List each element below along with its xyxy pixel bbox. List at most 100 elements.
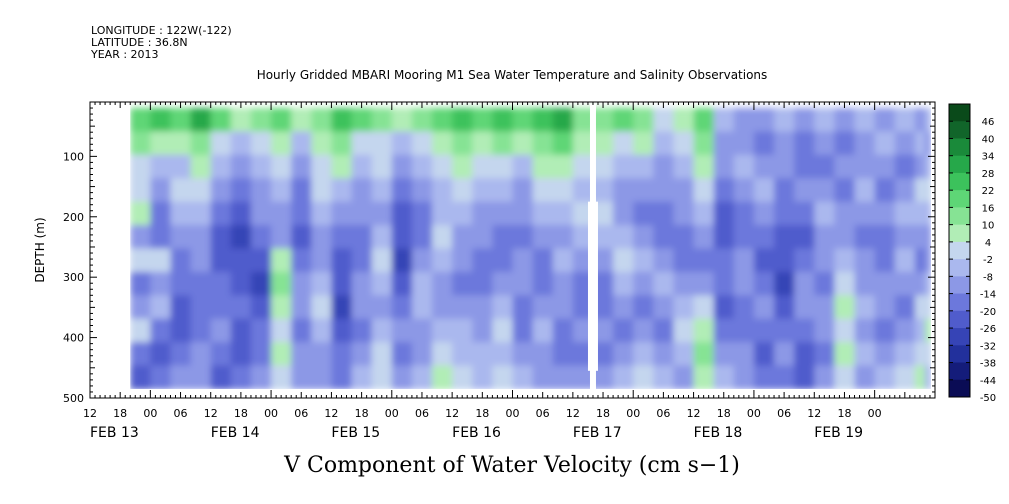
x-date-label: FEB 18	[694, 425, 743, 441]
heatmap-cell	[874, 295, 896, 320]
heatmap-cell	[311, 178, 333, 203]
heatmap-cell	[190, 295, 212, 320]
heatmap-cell	[914, 108, 926, 133]
heatmap-cell	[774, 178, 795, 203]
heatmap-cell	[753, 248, 775, 273]
heatmap-cell	[673, 365, 695, 390]
heatmap-cell	[854, 201, 876, 226]
x-tick-label: 06	[174, 407, 188, 420]
heatmap-cell	[190, 271, 212, 296]
heatmap-cell	[753, 271, 775, 296]
heatmap-cell	[914, 271, 926, 296]
heatmap-cell	[492, 248, 514, 273]
heatmap-cell	[552, 342, 574, 367]
heatmap-cell	[753, 365, 775, 390]
colorbar-tick-label: -14	[980, 290, 996, 301]
heatmap-cell	[552, 295, 574, 320]
heatmap-cell	[874, 108, 896, 133]
x-date-label: FEB 16	[452, 425, 501, 441]
heatmap-cell	[371, 225, 393, 250]
heatmap-cell	[653, 248, 675, 273]
heatmap-cell	[130, 271, 151, 296]
longitude-label: LONGITUDE : 122W(-122)	[91, 24, 232, 37]
heatmap-cell	[633, 295, 654, 320]
heatmap-cell	[532, 342, 554, 367]
heatmap-cell	[291, 201, 312, 226]
heatmap-cell	[924, 365, 932, 390]
heatmap-cell	[633, 318, 654, 343]
heatmap-cell	[924, 201, 932, 226]
heatmap-cell	[552, 318, 574, 343]
heatmap-cell	[753, 295, 775, 320]
heatmap-cell	[512, 225, 534, 250]
heatmap-cell	[673, 318, 695, 343]
heatmap-cell	[130, 365, 151, 390]
heatmap-cell	[130, 318, 151, 343]
heatmap-cell	[472, 295, 493, 320]
heatmap-cell	[532, 318, 554, 343]
heatmap-cell	[924, 108, 932, 133]
heatmap-cell	[150, 365, 172, 390]
colorbar-swatch	[949, 379, 970, 398]
heatmap-cell	[753, 201, 775, 226]
heatmap-cell	[170, 248, 192, 273]
heatmap-cell	[834, 342, 856, 367]
heatmap-cell	[331, 178, 353, 203]
heatmap-cell	[311, 342, 333, 367]
heatmap-cell	[814, 248, 836, 273]
heatmap-cell	[794, 271, 815, 296]
heatmap-cell	[794, 178, 815, 203]
heatmap-cell	[774, 131, 795, 156]
y-tick-label: 100	[63, 150, 84, 163]
heatmap-cell	[432, 248, 453, 273]
heatmap-cell	[472, 108, 493, 133]
heatmap-cell	[633, 131, 654, 156]
heatmap-cell	[250, 178, 272, 203]
heatmap-cell	[291, 108, 312, 133]
heatmap-cell	[170, 178, 192, 203]
heatmap-cell	[854, 365, 876, 390]
heatmap-cell	[613, 295, 634, 320]
heatmap-cell	[331, 131, 353, 156]
heatmap-cell	[613, 365, 634, 390]
y-tick-label: 300	[63, 271, 84, 284]
heatmap-cell	[854, 342, 876, 367]
heatmap-cell	[432, 108, 453, 133]
colorbar-swatch	[949, 362, 970, 381]
heatmap-cell	[653, 201, 675, 226]
heatmap-cell	[753, 225, 775, 250]
heatmap-cell	[552, 178, 574, 203]
heatmap-cell	[492, 318, 514, 343]
colorbar-tick-label: 22	[982, 186, 995, 197]
colorbar-tick-label: -50	[980, 393, 996, 404]
heatmap-cell	[351, 178, 373, 203]
colorbar-tick-label: -32	[980, 341, 996, 352]
colorbar-tick-label: 10	[982, 221, 995, 232]
colorbar-swatch	[949, 138, 970, 157]
heatmap-cell	[774, 318, 795, 343]
x-tick-label: 06	[294, 407, 308, 420]
heatmap-cell	[411, 248, 433, 273]
heatmap-cell	[291, 248, 312, 273]
heatmap-cell	[693, 271, 715, 296]
heatmap-cell	[472, 201, 493, 226]
colorbar-swatch	[949, 155, 970, 174]
x-tick-label: 18	[113, 407, 127, 420]
heatmap-cell	[371, 108, 393, 133]
heatmap-cell	[512, 201, 534, 226]
heatmap-cell	[371, 201, 393, 226]
heatmap-cell	[472, 318, 493, 343]
heatmap-cell	[170, 342, 192, 367]
heatmap-cell	[250, 318, 272, 343]
heatmap-cell	[854, 295, 876, 320]
heatmap-cell	[230, 248, 252, 273]
heatmap-cell	[150, 271, 172, 296]
heatmap-cell	[814, 365, 836, 390]
heatmap-cell	[633, 365, 654, 390]
heatmap-cell	[733, 342, 755, 367]
heatmap-cell	[894, 365, 916, 390]
heatmap-cell	[733, 295, 755, 320]
heatmap-cell	[452, 154, 473, 179]
heatmap-cell	[814, 271, 836, 296]
